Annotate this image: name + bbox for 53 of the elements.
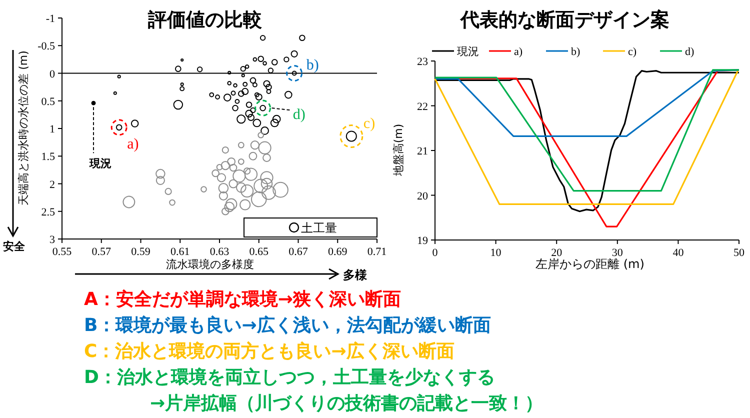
x-tick-label: 0.67 (288, 246, 308, 258)
y-tick-label: 0 (50, 68, 56, 80)
text: →片岸拡幅（川づくりの技術書の記載と一致！） (150, 393, 544, 414)
y-tick-label: 19 (417, 235, 428, 247)
x-tick-label: 30 (612, 247, 624, 259)
annotation: a) (127, 136, 139, 152)
y-tick-label: -1 (46, 13, 55, 25)
annotation: 現況 (88, 157, 112, 170)
x-tick-label: 0.59 (131, 246, 151, 258)
y-tick-label: -0.5 (38, 40, 56, 53)
legend-label: 現況 (457, 46, 479, 58)
y-tick-label: 3 (50, 234, 56, 246)
y-tick-label: 22 (417, 100, 428, 113)
x-tick-label: 50 (734, 247, 745, 259)
x-tick-label: 0.63 (210, 246, 230, 258)
y-tick-label: 23 (417, 56, 428, 68)
x-tick-label: 20 (551, 247, 563, 259)
y-axis-title: 天端高と洪水時の水位の差 (m) (17, 50, 30, 206)
x-tick-label: 0.55 (52, 246, 72, 258)
annotation: d) (292, 107, 306, 124)
text: B：環境が最も良い→広く浅い，法勾配が緩い断面 (84, 315, 491, 336)
legend-label: 土工量 (301, 221, 337, 235)
chart-title: 代表的な断面デザイン案 (460, 9, 670, 31)
text: A：安全だが単調な環境→狭く深い断面 (84, 289, 402, 310)
x-tick-label: 0.71 (367, 246, 387, 258)
x-tick-label: 0.57 (92, 246, 112, 258)
y-axis-title: 地盤高(m) (392, 124, 405, 178)
annotation: c) (363, 116, 376, 132)
text: C：治水と環境の両方とも良い→広く深い断面 (84, 341, 454, 362)
legend-label: d) (685, 46, 694, 58)
x-axis-title: 流水環境の多様度 (166, 258, 254, 271)
x-tick-label: 0 (432, 247, 438, 259)
y-tick-label: 2.5 (41, 206, 56, 218)
chart-title: 評価値の比較 (147, 9, 263, 31)
y-tick-label: 21 (417, 146, 428, 158)
text: 多様 (343, 268, 368, 282)
x-axis-title: 左岸からの距離 (m) (536, 257, 644, 271)
annotation: b) (306, 57, 319, 74)
legend-label: a) (514, 46, 523, 58)
legend-label: b) (571, 46, 580, 58)
text: 安全 (3, 240, 26, 253)
y-tick-label: 20 (417, 190, 428, 202)
x-tick-label: 10 (490, 247, 502, 259)
y-tick-label: 0.5 (41, 96, 56, 108)
y-tick-label: 1.5 (41, 151, 56, 164)
legend-label: c) (628, 46, 637, 58)
x-tick-label: 0.69 (328, 246, 348, 258)
x-tick-label: 40 (672, 247, 684, 259)
x-tick-label: 0.61 (170, 246, 190, 258)
y-tick-label: 1 (50, 124, 55, 136)
y-tick-label: 2 (50, 178, 55, 191)
x-tick-label: 0.65 (249, 246, 269, 258)
text: D：治水と環境を両立しつつ，土工量を少なくする (84, 367, 495, 388)
